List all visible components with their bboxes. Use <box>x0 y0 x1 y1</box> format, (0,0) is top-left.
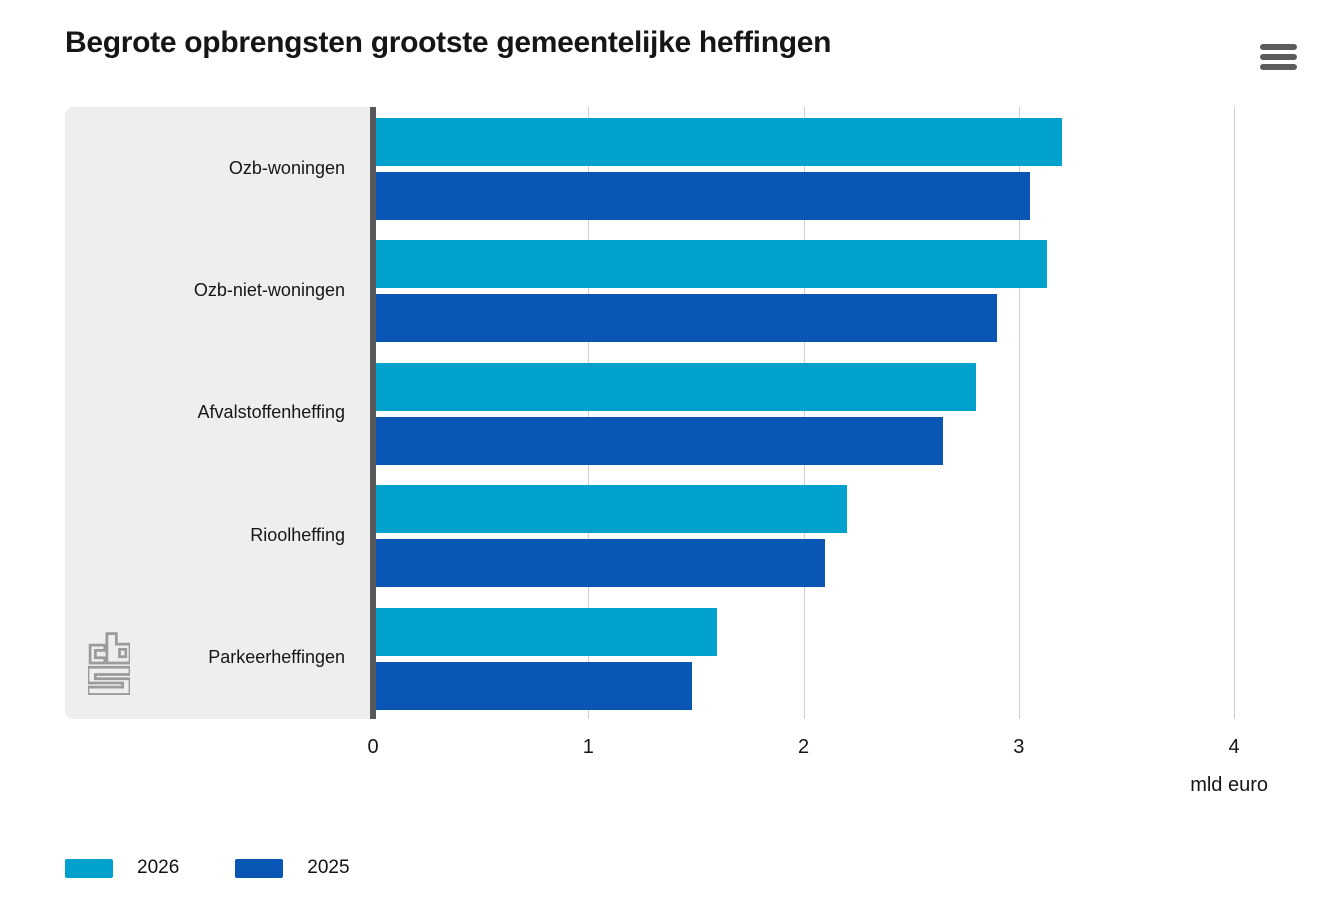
category-label-parkeerheffingen: Parkeerheffingen <box>208 647 345 668</box>
category-label-afvalstoffenheffing: Afvalstoffenheffing <box>197 402 345 423</box>
bar-2025-parkeerheffingen[interactable] <box>373 661 692 710</box>
legend-swatch-2026 <box>65 858 113 878</box>
category-label-ozb-woningen: Ozb-woningen <box>228 157 345 178</box>
gridline-x-4 <box>1234 107 1235 719</box>
x-axis: 0 1 2 3 4 <box>367 736 1263 762</box>
cbs-logo-icon <box>88 632 130 695</box>
legend-label-2025: 2025 <box>307 857 350 878</box>
x-tick-label-1: 1 <box>582 736 594 758</box>
x-tick-label-2: 2 <box>797 736 810 758</box>
category-label-rioolheffing: Rioolheffing <box>250 524 345 545</box>
x-tick-label-0: 0 <box>367 736 379 758</box>
bar-2025-ozb-woningen[interactable] <box>373 172 1030 220</box>
bar-2026-ozb-niet-woningen[interactable] <box>373 240 1047 289</box>
menu-bar <box>1260 54 1297 60</box>
bar-2026-ozb-woningen[interactable] <box>373 118 1062 166</box>
bar-2026-rioolheffing[interactable] <box>373 485 847 534</box>
chart-title: Begrote opbrengsten grootste gemeentelij… <box>65 26 832 59</box>
menu-bar <box>1260 44 1297 50</box>
legend-item-2026[interactable]: 2026 <box>65 857 179 879</box>
legend-label-2026: 2026 <box>137 857 180 878</box>
plot-area <box>370 107 1263 719</box>
bar-2025-afvalstoffenheffing[interactable] <box>373 416 944 465</box>
hamburger-menu-icon[interactable] <box>1260 42 1298 72</box>
gridline-x-2 <box>803 107 805 719</box>
gridline-x-1 <box>588 107 590 719</box>
menu-bar <box>1260 64 1297 70</box>
x-axis-unit-label: mld euro <box>1190 774 1268 796</box>
legend-item-2025[interactable]: 2025 <box>235 857 350 879</box>
bar-2026-afvalstoffenheffing[interactable] <box>373 362 976 411</box>
category-label-panel: Ozb-woningen Ozb-niet-woningen Afvalstoffe… <box>65 107 373 719</box>
legend: 2026 2025 <box>65 857 350 879</box>
zero-axis-line <box>370 107 376 719</box>
x-tick-label-4: 4 <box>1228 736 1240 758</box>
bar-2025-ozb-niet-woningen[interactable] <box>373 294 998 343</box>
gridline-x-3 <box>1018 107 1020 719</box>
category-label-ozb-niet-woningen: Ozb-niet-woningen <box>193 280 345 301</box>
bar-2026-parkeerheffingen[interactable] <box>373 607 718 656</box>
x-tick-label-3: 3 <box>1013 736 1025 758</box>
legend-swatch-2025 <box>235 858 284 878</box>
bar-2025-rioolheffing[interactable] <box>373 539 826 588</box>
